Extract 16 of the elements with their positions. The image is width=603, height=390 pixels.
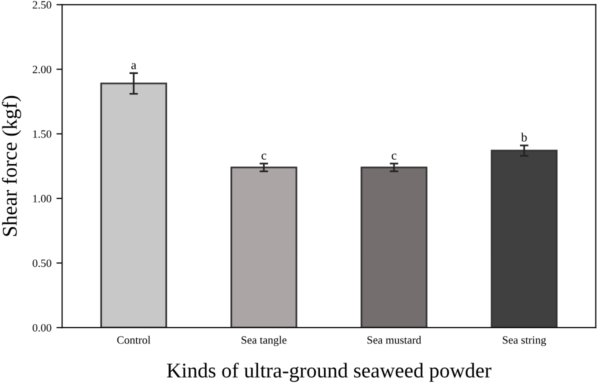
annotation: b (521, 132, 527, 142)
x-axis-title: Kinds of ultra-ground seaweed powder (166, 362, 492, 382)
annotation: c (392, 154, 396, 160)
x-tick-label: Sea mustard (367, 336, 422, 344)
y-tick-label: 2.50 (32, 1, 52, 9)
annotation: c (262, 154, 266, 160)
x-tick-label: Sea string (502, 336, 546, 346)
y-tick-label: 2.00 (32, 66, 52, 74)
y-tick-label: 0.00 (32, 324, 52, 332)
x-tick-label: Sea tangle (242, 336, 286, 346)
annotation: a (131, 63, 136, 70)
y-axis-title: Shear force (kgf) (2, 96, 22, 236)
y-tick-label: 1.00 (33, 194, 52, 202)
y-tick-label: 0.50 (32, 259, 52, 268)
x-tick-label: Control (117, 336, 150, 344)
y-tick-label: 1.50 (33, 130, 52, 138)
